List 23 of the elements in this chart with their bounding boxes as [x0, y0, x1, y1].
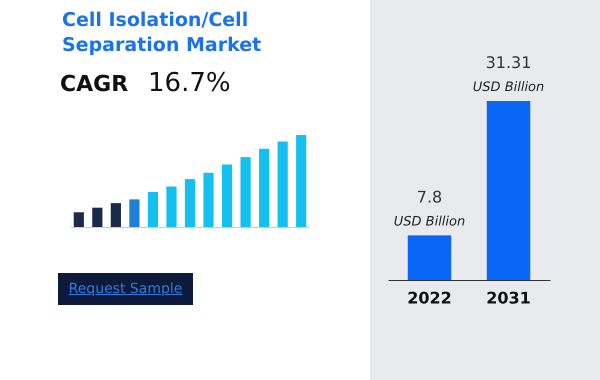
- bar: [259, 148, 270, 227]
- text: CAGR: [60, 72, 128, 97]
- bar: [110, 203, 121, 227]
- bar: [203, 172, 214, 227]
- bar: [148, 192, 158, 227]
- annotation: USD Billion: [472, 80, 544, 95]
- bar: [278, 141, 288, 227]
- text: 16.7%: [148, 68, 231, 98]
- bar: [240, 157, 251, 227]
- data-label: 31.31: [486, 53, 532, 72]
- bar: [92, 208, 102, 227]
- request-sample-button[interactable]: Request Sample: [58, 273, 193, 305]
- chart-title: Cell Isolation/Cell Separation Market: [62, 8, 262, 58]
- bar: [74, 212, 84, 227]
- data-label: 7.8: [416, 187, 442, 206]
- bar: [129, 199, 140, 227]
- bar: [166, 186, 177, 227]
- bar: [222, 164, 232, 227]
- bar: [184, 179, 196, 227]
- x-tick-label: 2022: [407, 288, 452, 308]
- annotation: USD Billion: [394, 214, 466, 230]
- x-tick-label: 2031: [486, 288, 531, 308]
- bar: [296, 135, 306, 227]
